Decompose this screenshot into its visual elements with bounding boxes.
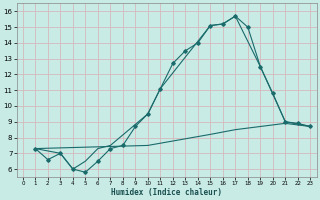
- X-axis label: Humidex (Indice chaleur): Humidex (Indice chaleur): [111, 188, 222, 197]
